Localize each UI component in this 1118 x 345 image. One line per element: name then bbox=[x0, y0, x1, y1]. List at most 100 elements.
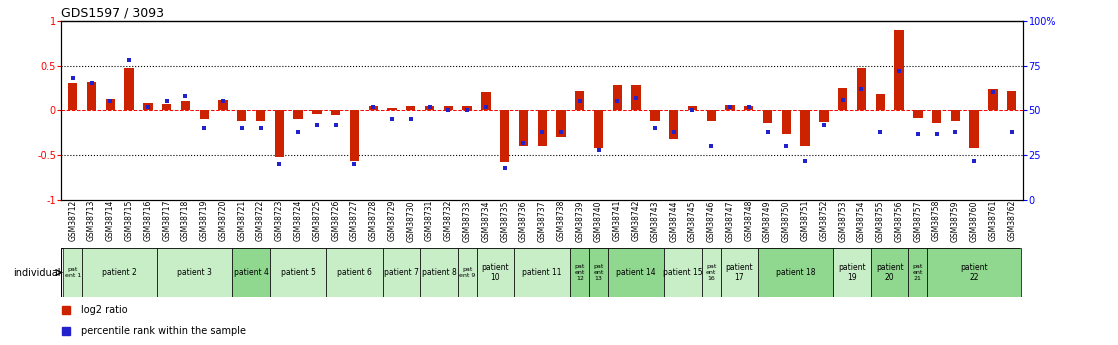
Text: GSM38732: GSM38732 bbox=[444, 200, 453, 242]
Bar bbox=[444, 106, 453, 110]
Bar bbox=[181, 101, 190, 110]
Text: GSM38747: GSM38747 bbox=[726, 200, 735, 242]
Bar bbox=[481, 92, 491, 110]
Bar bbox=[575, 91, 585, 110]
Bar bbox=[594, 110, 604, 148]
Text: patient
17: patient 17 bbox=[726, 263, 754, 282]
Text: GSM38723: GSM38723 bbox=[275, 200, 284, 242]
Text: patient 7: patient 7 bbox=[383, 268, 419, 277]
Bar bbox=[256, 110, 265, 121]
Bar bbox=[199, 110, 209, 119]
Bar bbox=[707, 110, 716, 121]
Bar bbox=[833, 248, 871, 297]
Bar bbox=[702, 248, 721, 297]
Bar bbox=[476, 248, 514, 297]
Text: GSM38735: GSM38735 bbox=[500, 200, 509, 242]
Bar bbox=[875, 94, 885, 110]
Bar bbox=[162, 104, 171, 110]
Bar bbox=[932, 110, 941, 123]
Bar bbox=[894, 30, 903, 110]
Text: GSM38722: GSM38722 bbox=[256, 200, 265, 242]
Text: GSM38746: GSM38746 bbox=[707, 200, 716, 242]
Text: GSM38740: GSM38740 bbox=[594, 200, 603, 242]
Text: GSM38750: GSM38750 bbox=[781, 200, 790, 242]
Text: individual: individual bbox=[13, 268, 61, 277]
Bar bbox=[800, 110, 809, 146]
Text: GSM38751: GSM38751 bbox=[800, 200, 809, 242]
Bar bbox=[664, 248, 702, 297]
Text: GSM38734: GSM38734 bbox=[482, 200, 491, 242]
Bar bbox=[269, 248, 326, 297]
Bar bbox=[350, 110, 359, 161]
Bar bbox=[331, 110, 340, 115]
Bar bbox=[124, 68, 134, 110]
Text: patient 2: patient 2 bbox=[103, 268, 138, 277]
Text: GSM38754: GSM38754 bbox=[858, 200, 866, 242]
Text: GSM38758: GSM38758 bbox=[932, 200, 941, 242]
Text: GSM38744: GSM38744 bbox=[670, 200, 679, 242]
Bar bbox=[158, 248, 233, 297]
Bar bbox=[406, 106, 416, 110]
Text: GSM38739: GSM38739 bbox=[576, 200, 585, 242]
Text: patient 5: patient 5 bbox=[281, 268, 315, 277]
Bar bbox=[64, 248, 82, 297]
Text: GSM38737: GSM38737 bbox=[538, 200, 547, 242]
Bar bbox=[758, 248, 833, 297]
Bar bbox=[721, 248, 758, 297]
Text: patient 11: patient 11 bbox=[522, 268, 562, 277]
Bar bbox=[950, 110, 960, 121]
Text: patient 8: patient 8 bbox=[421, 268, 456, 277]
Text: GSM38756: GSM38756 bbox=[894, 200, 903, 242]
Bar bbox=[726, 105, 735, 110]
Bar bbox=[762, 110, 773, 123]
Text: GDS1597 / 3093: GDS1597 / 3093 bbox=[61, 7, 164, 20]
Bar bbox=[514, 248, 570, 297]
Text: GSM38730: GSM38730 bbox=[406, 200, 415, 242]
Text: patient 3: patient 3 bbox=[178, 268, 212, 277]
Text: patient 15: patient 15 bbox=[663, 268, 703, 277]
Text: GSM38725: GSM38725 bbox=[312, 200, 321, 242]
Bar bbox=[463, 106, 472, 110]
Text: GSM38761: GSM38761 bbox=[988, 200, 997, 242]
Text: patient 14: patient 14 bbox=[616, 268, 656, 277]
Bar bbox=[68, 83, 77, 110]
Bar bbox=[838, 88, 847, 110]
Text: pat
ent 9: pat ent 9 bbox=[458, 267, 475, 278]
Bar bbox=[781, 110, 792, 134]
Bar bbox=[871, 248, 909, 297]
Bar bbox=[613, 85, 622, 110]
Bar bbox=[233, 248, 269, 297]
Bar bbox=[927, 248, 1021, 297]
Bar bbox=[387, 108, 397, 110]
Bar bbox=[275, 110, 284, 157]
Bar bbox=[651, 110, 660, 121]
Text: percentile rank within the sample: percentile rank within the sample bbox=[80, 326, 246, 336]
Bar bbox=[326, 248, 382, 297]
Text: GSM38721: GSM38721 bbox=[237, 200, 246, 242]
Text: patient
20: patient 20 bbox=[875, 263, 903, 282]
Text: GSM38753: GSM38753 bbox=[838, 200, 847, 242]
Text: GSM38720: GSM38720 bbox=[218, 200, 227, 242]
Bar bbox=[293, 110, 303, 119]
Text: patient
10: patient 10 bbox=[482, 263, 509, 282]
Bar bbox=[237, 110, 246, 121]
Bar bbox=[87, 82, 96, 110]
Text: GSM38736: GSM38736 bbox=[519, 200, 528, 242]
Bar bbox=[457, 248, 476, 297]
Text: GSM38727: GSM38727 bbox=[350, 200, 359, 242]
Bar bbox=[856, 68, 866, 110]
Bar bbox=[519, 110, 528, 146]
Bar bbox=[312, 110, 322, 114]
Text: GSM38742: GSM38742 bbox=[632, 200, 641, 242]
Bar bbox=[688, 106, 698, 110]
Bar bbox=[369, 106, 378, 110]
Text: GSM38759: GSM38759 bbox=[951, 200, 960, 242]
Bar bbox=[425, 106, 434, 110]
Text: GSM38749: GSM38749 bbox=[764, 200, 773, 242]
Text: GSM38757: GSM38757 bbox=[913, 200, 922, 242]
Text: GSM38712: GSM38712 bbox=[68, 200, 77, 242]
Bar bbox=[420, 248, 457, 297]
Bar bbox=[608, 248, 664, 297]
Text: GSM38714: GSM38714 bbox=[106, 200, 115, 242]
Bar bbox=[913, 110, 922, 118]
